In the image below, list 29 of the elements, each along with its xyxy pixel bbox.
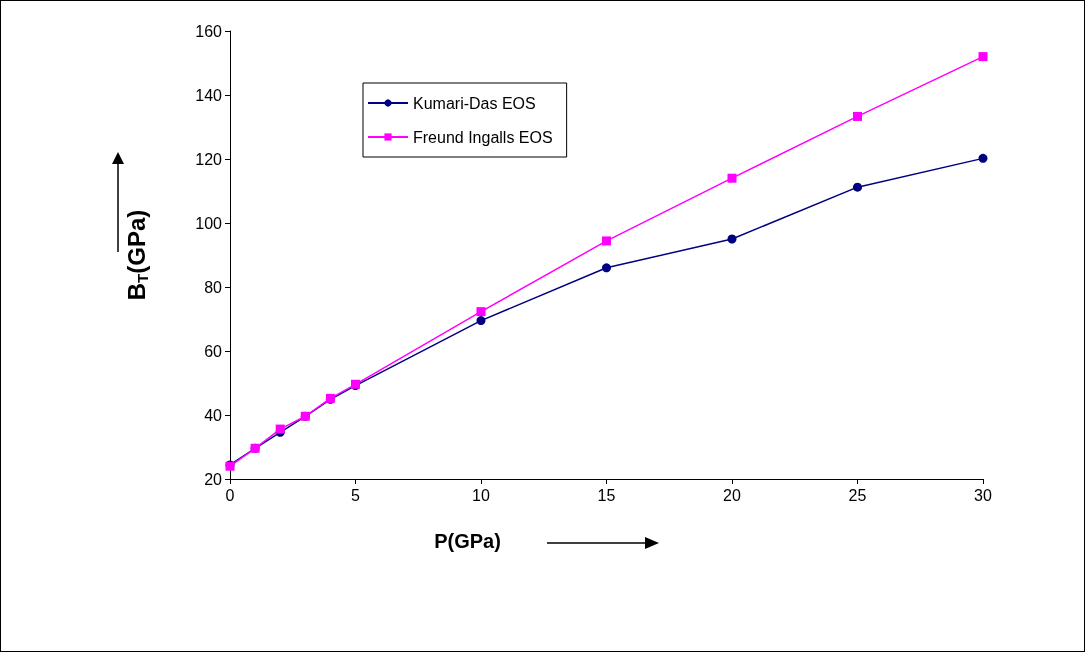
point xyxy=(978,153,988,163)
point xyxy=(727,173,737,183)
point xyxy=(602,236,611,246)
point xyxy=(476,316,486,326)
y-tick-label: 20 xyxy=(204,470,223,488)
y-tick-label: 100 xyxy=(195,214,223,232)
x-tick-label: 10 xyxy=(472,486,490,504)
x-tick-label: 20 xyxy=(723,486,741,504)
x-tick-label: 5 xyxy=(351,486,361,504)
y-tick-label: 120 xyxy=(195,150,223,168)
point xyxy=(602,263,611,273)
y-tick-label: 40 xyxy=(204,406,223,424)
point xyxy=(476,307,486,317)
y-tick-label: 140 xyxy=(195,86,223,104)
y-tick-label: 160 xyxy=(195,22,223,40)
x-tick-label: 15 xyxy=(597,486,616,504)
y-tick-label: 80 xyxy=(204,278,223,296)
x-tick-label: 30 xyxy=(974,486,992,504)
x-axis-title: P(GPa) xyxy=(434,530,501,552)
point xyxy=(727,234,737,244)
legend-label: Freund Ingalls EOS xyxy=(413,128,553,146)
point xyxy=(853,182,862,192)
y-tick-label: 60 xyxy=(204,342,223,360)
legend-label: Kumari-Das EOS xyxy=(413,94,536,112)
x-tick-label: 25 xyxy=(848,486,867,504)
point xyxy=(853,111,862,121)
point xyxy=(978,52,988,62)
x-tick-label: 0 xyxy=(225,486,235,504)
y-axis-title: BT(GPa) xyxy=(123,209,151,301)
